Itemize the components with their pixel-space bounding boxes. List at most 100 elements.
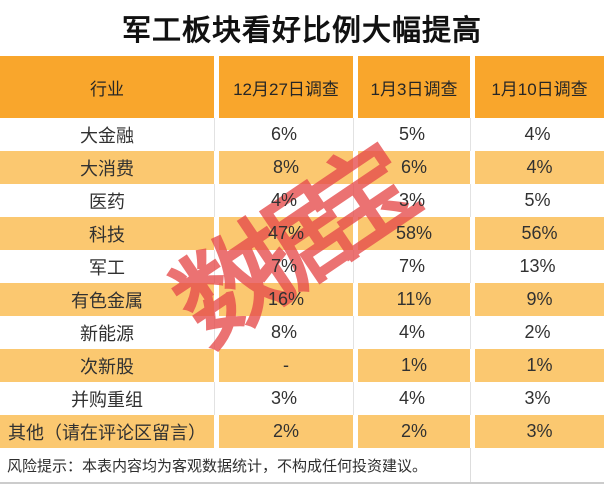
industry-label: 有色金属: [71, 290, 143, 311]
value-cell: 4%: [214, 184, 353, 217]
industry-cell: 军工: [0, 250, 214, 283]
value-cell: 3%: [470, 382, 604, 415]
industry-label: 大金融: [80, 125, 134, 146]
industry-label: 新能源: [80, 323, 134, 344]
industry-cell: 大消费: [0, 151, 214, 184]
survey-value: 7%: [270, 256, 297, 276]
value-cell: 6%: [353, 151, 470, 184]
value-cell: 4%: [470, 118, 604, 151]
survey-value: 4%: [398, 322, 425, 342]
survey-value: 5%: [398, 124, 425, 144]
value-cell: 4%: [470, 151, 604, 184]
column-header-label: 12月27日调查: [233, 79, 339, 99]
survey-value: 6%: [270, 124, 297, 144]
value-cell: 8%: [214, 316, 353, 349]
value-cell: 5%: [353, 118, 470, 151]
survey-value: 8%: [272, 157, 299, 177]
survey-value: 56%: [521, 223, 558, 243]
value-cell: 3%: [470, 415, 604, 448]
survey-value: 6%: [400, 157, 427, 177]
survey-value: 8%: [270, 322, 297, 342]
value-cell: 16%: [214, 283, 353, 316]
survey-value: 13%: [519, 256, 556, 276]
table-row: 大消费 8% 6% 4%: [0, 151, 604, 184]
table-row: 有色金属 16% 11% 9%: [0, 283, 604, 316]
survey-value: 5%: [524, 190, 551, 210]
survey-value: 16%: [267, 289, 305, 309]
table-row: 军工 7% 7% 13%: [0, 250, 604, 283]
table-row: 医药 4% 3% 5%: [0, 184, 604, 217]
value-cell: 1%: [470, 349, 604, 382]
survey-value: 47%: [267, 223, 305, 243]
value-cell: 4%: [353, 316, 470, 349]
industry-label: 其他（请在评论区留言）: [8, 422, 206, 443]
value-cell: -: [214, 349, 353, 382]
value-cell: 8%: [214, 151, 353, 184]
value-cell: 13%: [470, 250, 604, 283]
survey-value: 11%: [396, 289, 432, 309]
industry-label: 科技: [89, 224, 125, 245]
survey-value: 3%: [398, 190, 425, 210]
value-cell: 2%: [214, 415, 353, 448]
value-cell: 56%: [470, 217, 604, 250]
survey-value: 1%: [400, 355, 427, 375]
industry-label: 军工: [89, 257, 125, 278]
value-cell: 58%: [353, 217, 470, 250]
risk-note-cell: 风险提示：本表内容均为客观数据统计，不构成任何投资建议。: [0, 448, 470, 482]
title-band: 军工板块看好比例大幅提高: [0, 0, 604, 56]
table-row: 其他（请在评论区留言） 2% 2% 3%: [0, 415, 604, 448]
value-cell: 7%: [214, 250, 353, 283]
industry-cell: 大金融: [0, 118, 214, 151]
column-header-label: 1月3日调查: [370, 79, 458, 99]
table-row: 大金融 6% 5% 4%: [0, 118, 604, 151]
footer-blank-cell: [470, 448, 604, 482]
value-cell: 2%: [353, 415, 470, 448]
footer-row: 风险提示：本表内容均为客观数据统计，不构成任何投资建议。: [0, 448, 604, 484]
survey-value: 2%: [524, 322, 551, 342]
value-cell: 7%: [353, 250, 470, 283]
table-body: 大金融 6% 5% 4% 大消费 8% 6% 4% 医药 4% 3% 5% 科技 47% 58% 56% 军工 7…: [0, 118, 604, 448]
page-title: 军工板块看好比例大幅提高: [121, 15, 482, 47]
industry-label: 大消费: [80, 158, 134, 179]
survey-value: 9%: [526, 289, 553, 309]
survey-value: -: [283, 355, 289, 375]
value-cell: 3%: [214, 382, 353, 415]
column-header: 12月27日调查: [214, 56, 353, 118]
survey-value: 58%: [395, 223, 433, 243]
survey-value: 2%: [400, 421, 427, 441]
industry-cell: 其他（请在评论区留言）: [0, 415, 214, 448]
survey-value: 7%: [398, 256, 425, 276]
survey-value: 3%: [524, 388, 551, 408]
table-row: 科技 47% 58% 56%: [0, 217, 604, 250]
industry-label: 次新股: [80, 356, 134, 377]
industry-cell: 新能源: [0, 316, 214, 349]
column-header: 行业: [0, 56, 214, 118]
value-cell: 47%: [214, 217, 353, 250]
industry-cell: 次新股: [0, 349, 214, 382]
survey-value: 4%: [526, 157, 553, 177]
table-row: 次新股 - 1% 1%: [0, 349, 604, 382]
table-row: 新能源 8% 4% 2%: [0, 316, 604, 349]
survey-value: 4%: [524, 124, 551, 144]
value-cell: 2%: [470, 316, 604, 349]
value-cell: 3%: [353, 184, 470, 217]
value-cell: 5%: [470, 184, 604, 217]
column-header: 1月3日调查: [353, 56, 470, 118]
survey-value: 3%: [526, 421, 553, 441]
industry-cell: 并购重组: [0, 382, 214, 415]
risk-note-text: 风险提示：本表内容均为客观数据统计，不构成任何投资建议。: [7, 457, 428, 475]
survey-value: 3%: [270, 388, 297, 408]
survey-value: 4%: [398, 388, 425, 408]
industry-label: 并购重组: [71, 389, 143, 410]
industry-label: 医药: [89, 191, 125, 212]
industry-cell: 科技: [0, 217, 214, 250]
table-header-row: 行业 12月27日调查 1月3日调查 1月10日调查: [0, 56, 604, 118]
survey-value: 4%: [270, 190, 297, 210]
value-cell: 9%: [470, 283, 604, 316]
column-header: 1月10日调查: [470, 56, 604, 118]
value-cell: 11%: [353, 283, 470, 316]
industry-cell: 医药: [0, 184, 214, 217]
value-cell: 1%: [353, 349, 470, 382]
column-header-label: 1月10日调查: [491, 79, 588, 99]
